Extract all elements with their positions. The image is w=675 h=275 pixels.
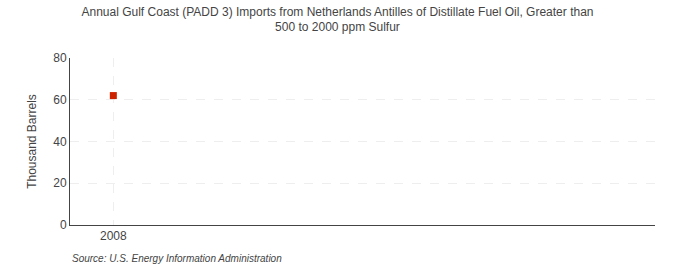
svg-text:80: 80	[53, 51, 67, 65]
svg-text:Annual Gulf Coast (PADD 3) Imp: Annual Gulf Coast (PADD 3) Imports from …	[82, 5, 594, 35]
svg-text:2008: 2008	[100, 229, 127, 243]
svg-text:Source: U.S. Energy Informatio: Source: U.S. Energy Information Administ…	[72, 253, 282, 264]
svg-text:60: 60	[53, 93, 67, 107]
svg-text:40: 40	[53, 135, 67, 149]
svg-text:0: 0	[60, 218, 67, 232]
svg-text:20: 20	[53, 176, 67, 190]
svg-text:Thousand Barrels: Thousand Barrels	[25, 94, 39, 189]
